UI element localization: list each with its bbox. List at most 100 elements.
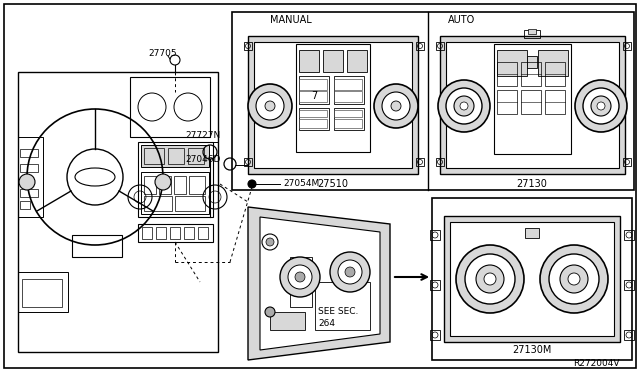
Bar xyxy=(130,77,210,137)
Circle shape xyxy=(19,174,35,190)
Bar xyxy=(18,137,43,217)
Bar xyxy=(497,62,517,86)
Bar xyxy=(20,164,38,172)
Text: 27727N: 27727N xyxy=(185,131,220,140)
Circle shape xyxy=(295,272,305,282)
Bar xyxy=(299,76,329,104)
Bar xyxy=(290,257,312,307)
Bar xyxy=(545,90,565,114)
Circle shape xyxy=(540,245,608,313)
Bar xyxy=(189,176,205,194)
Bar xyxy=(334,119,362,128)
Bar xyxy=(296,44,370,152)
Circle shape xyxy=(280,257,320,297)
Circle shape xyxy=(155,174,171,190)
Bar xyxy=(334,110,362,117)
Bar xyxy=(170,227,180,239)
Circle shape xyxy=(248,84,292,128)
Bar xyxy=(198,227,208,239)
Bar xyxy=(334,79,362,90)
Bar xyxy=(450,222,614,336)
Circle shape xyxy=(597,102,605,110)
Bar xyxy=(232,12,634,190)
Bar xyxy=(334,91,362,102)
Bar xyxy=(22,279,62,307)
Text: 7: 7 xyxy=(311,91,317,101)
Circle shape xyxy=(382,92,410,120)
Polygon shape xyxy=(260,217,380,350)
Bar xyxy=(20,149,38,157)
Bar xyxy=(174,176,186,194)
Bar xyxy=(538,50,568,76)
Bar xyxy=(524,30,540,38)
Circle shape xyxy=(456,245,524,313)
Bar xyxy=(244,42,252,50)
Bar xyxy=(497,50,527,76)
Bar xyxy=(494,44,571,154)
Circle shape xyxy=(248,180,256,188)
Bar xyxy=(347,50,367,72)
Bar xyxy=(156,227,166,239)
Bar xyxy=(144,196,172,211)
Circle shape xyxy=(454,96,474,116)
Bar xyxy=(18,272,68,312)
Circle shape xyxy=(549,254,599,304)
Bar xyxy=(142,227,152,239)
Bar xyxy=(334,76,364,104)
Bar xyxy=(525,228,539,238)
Circle shape xyxy=(374,84,418,128)
Bar xyxy=(299,108,329,130)
Circle shape xyxy=(265,307,275,317)
Bar xyxy=(138,224,213,242)
Bar xyxy=(430,230,440,240)
Bar xyxy=(436,42,444,50)
Bar xyxy=(138,142,213,217)
Bar xyxy=(416,42,424,50)
Bar xyxy=(144,148,164,164)
Bar xyxy=(497,90,517,114)
Bar xyxy=(624,330,634,340)
Circle shape xyxy=(391,101,401,111)
Bar xyxy=(416,158,424,166)
Text: MANUAL: MANUAL xyxy=(270,15,312,25)
Circle shape xyxy=(256,92,284,120)
Bar xyxy=(623,158,631,166)
Bar xyxy=(444,216,620,342)
Bar xyxy=(159,176,171,194)
Bar xyxy=(521,62,541,86)
Bar xyxy=(168,148,184,164)
Circle shape xyxy=(288,265,312,289)
Polygon shape xyxy=(248,207,390,360)
Text: 264: 264 xyxy=(318,320,335,328)
Bar xyxy=(188,148,204,164)
Circle shape xyxy=(338,260,362,284)
Circle shape xyxy=(446,88,482,124)
Bar xyxy=(175,196,205,211)
Bar xyxy=(299,110,327,117)
Bar xyxy=(528,29,536,34)
Bar xyxy=(248,36,418,174)
Bar xyxy=(323,50,343,72)
Circle shape xyxy=(460,102,468,110)
Text: 27510: 27510 xyxy=(317,179,349,189)
Bar xyxy=(244,158,252,166)
Bar xyxy=(436,158,444,166)
Circle shape xyxy=(265,101,275,111)
Circle shape xyxy=(266,238,274,246)
Text: 27046D: 27046D xyxy=(185,154,220,164)
Text: R272004V: R272004V xyxy=(573,359,620,369)
Text: 27130M: 27130M xyxy=(512,345,552,355)
Bar xyxy=(430,330,440,340)
Bar xyxy=(254,42,412,168)
Circle shape xyxy=(583,88,619,124)
Bar xyxy=(440,36,625,174)
Bar xyxy=(432,198,632,360)
Bar xyxy=(545,62,565,86)
Bar xyxy=(72,235,122,257)
Bar xyxy=(299,91,327,102)
Circle shape xyxy=(591,96,611,116)
Bar xyxy=(20,201,30,209)
Circle shape xyxy=(330,252,370,292)
Bar xyxy=(299,119,327,128)
Bar xyxy=(446,42,619,168)
